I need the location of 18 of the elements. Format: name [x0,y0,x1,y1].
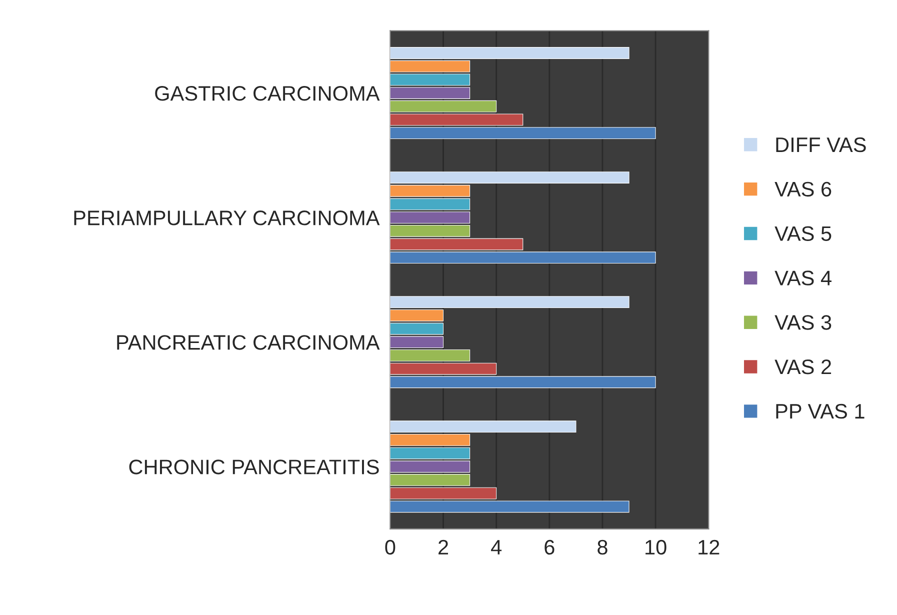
y-tick-label: CHRONIC PANCREATITIS [129,460,379,474]
y-tick-label: PERIAMPULLARY CARCINOMA [74,210,380,226]
legend-label: DIFF VAS [776,137,866,152]
x-tick-label: 0 [385,540,396,555]
x-tick-label: 8 [598,540,608,555]
x-tick-label: 12 [698,540,720,554]
x-tick-label: 10 [646,540,666,555]
legend-label: VAS 2 [774,360,832,374]
legend-label: VAS 6 [774,182,832,197]
x-tick-label: 2 [438,540,448,554]
legend-label: PP VAS 1 [776,404,864,419]
x-tick-label: 4 [491,540,502,554]
y-tick-label: PANCREATIC CARCINOMA [117,335,380,350]
x-tick-label: 6 [544,540,554,555]
legend-label: VAS 4 [774,270,832,286]
y-tick-label: GASTRIC CARCINOMA [155,86,380,101]
legend-label: VAS 3 [774,315,832,330]
legend-label: VAS 5 [774,226,832,241]
